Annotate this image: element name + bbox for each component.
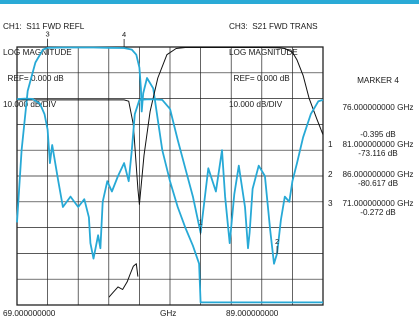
ch1-title: CH1: S11 FWD REFL — [3, 22, 85, 32]
active-marker-frequency: 76.000000000 GHz — [342, 103, 414, 112]
marker-3: 3 — [46, 30, 50, 47]
ch1-scale: 10.000 dB/DIV — [3, 99, 57, 109]
marker-index: 1 — [328, 140, 333, 149]
ch1-reference: REF= 0.000 dB — [3, 73, 64, 83]
marker-index: 2 — [328, 170, 333, 179]
x-axis-start-label: 69.000000000 — [3, 309, 56, 318]
marker-frequency: 71.000000000 GHz — [342, 199, 414, 208]
ch3-format: LOG MAGNITUDE — [229, 47, 298, 57]
marker-1: 1 — [199, 218, 203, 235]
trace-line-2 — [17, 47, 324, 205]
ch3-reference: REF= 0.000 dB — [229, 73, 290, 83]
x-axis-stop-label: 89.000000000 — [226, 309, 279, 318]
active-marker-title: MARKER 4 — [357, 76, 399, 85]
ch3-header: CH3: S21 FWD TRANS LOG MAGNITUDE REF= 0.… — [229, 6, 318, 118]
plot-traces — [16, 46, 324, 304]
ch3-scale: 10.000 dB/DIV — [229, 99, 283, 109]
active-marker-value: -0.395 dB — [360, 130, 396, 139]
trace-line-3 — [16, 97, 324, 265]
marker-value: -0.272 dB — [360, 208, 396, 217]
x-axis-unit-label: GHz — [160, 309, 177, 318]
trace-line-1 — [16, 46, 323, 304]
marker-2: 2 — [275, 237, 279, 254]
top-accent-bar — [0, 0, 419, 4]
marker-frequency: 81.000000000 GHz — [342, 140, 414, 149]
marker-label: 1 — [199, 218, 203, 227]
plot-grid — [16, 46, 324, 306]
marker-value: -73.116 dB — [358, 149, 398, 158]
plot-markers: 1 2 3 4 — [46, 30, 279, 254]
ch1-format: LOG MAGNITUDE — [3, 47, 72, 57]
marker-frequency: 86.000000000 GHz — [342, 170, 414, 179]
marker-label: 3 — [46, 30, 50, 39]
marker-label: 4 — [122, 30, 126, 39]
trace-line-4 — [108, 263, 139, 298]
marker-value: -80.617 dB — [357, 179, 399, 188]
active-marker-readout: MARKER 4 76.000000000 GHz -0.395 dB — [337, 58, 419, 148]
marker-index: 3 — [328, 199, 333, 208]
marker-label: 2 — [275, 237, 279, 246]
marker-4: 4 — [122, 30, 126, 48]
ch1-header: CH1: S11 FWD REFL LOG MAGNITUDE REF= 0.0… — [3, 6, 84, 118]
ch3-title: CH3: S21 FWD TRANS — [229, 22, 318, 32]
